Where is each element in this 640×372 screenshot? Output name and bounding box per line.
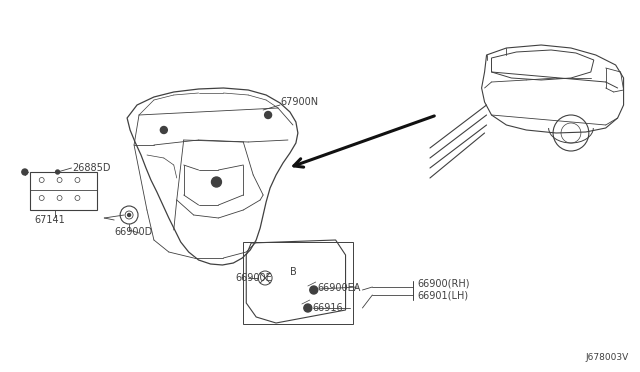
Circle shape [56, 170, 60, 174]
Circle shape [24, 171, 26, 173]
Bar [243, 242, 353, 324]
Circle shape [264, 112, 271, 119]
Circle shape [310, 286, 317, 294]
Text: J678003V: J678003V [586, 353, 629, 362]
Text: 67141: 67141 [35, 215, 65, 225]
Text: 67900N: 67900N [280, 97, 318, 107]
Text: 66916: 66916 [313, 303, 344, 313]
Circle shape [304, 304, 312, 312]
Circle shape [215, 180, 218, 183]
Circle shape [211, 177, 221, 187]
Text: 66901(LH): 66901(LH) [417, 291, 468, 301]
Text: 66900D: 66900D [114, 227, 152, 237]
Text: 66900EA: 66900EA [317, 283, 361, 293]
Circle shape [22, 169, 28, 175]
Text: 66900E: 66900E [236, 273, 272, 283]
Circle shape [163, 129, 165, 131]
Text: B: B [289, 267, 296, 277]
Text: 26885D: 26885D [72, 163, 111, 173]
Circle shape [127, 214, 131, 217]
Circle shape [161, 126, 167, 134]
Circle shape [267, 114, 269, 116]
Text: 66900(RH): 66900(RH) [417, 279, 470, 289]
